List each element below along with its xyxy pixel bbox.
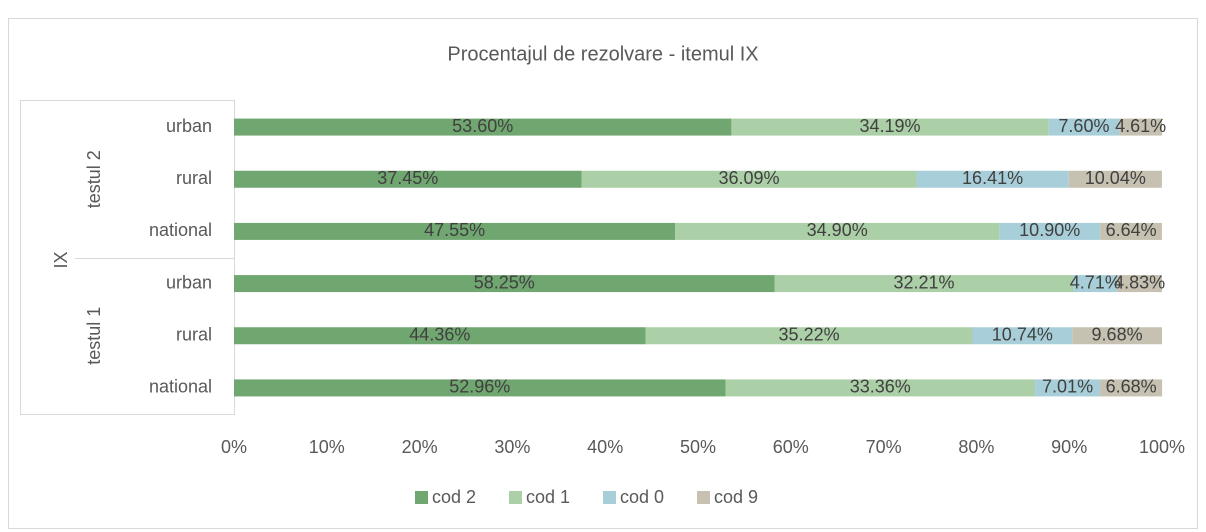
bar-segment bbox=[234, 118, 732, 136]
bar-segment bbox=[1119, 118, 1162, 136]
data-label: 35.22% bbox=[779, 325, 840, 345]
data-label: 36.09% bbox=[718, 168, 779, 188]
x-tick-label: 100% bbox=[1139, 437, 1185, 457]
data-label: 7.01% bbox=[1042, 377, 1093, 397]
data-label: 7.60% bbox=[1058, 116, 1109, 136]
data-label: 10.74% bbox=[992, 325, 1053, 345]
data-label: 9.68% bbox=[1092, 325, 1143, 345]
data-label: 4.61% bbox=[1115, 116, 1166, 136]
x-tick-label: 20% bbox=[402, 437, 438, 457]
data-label: 4.83% bbox=[1114, 272, 1165, 292]
x-tick-label: 70% bbox=[866, 437, 902, 457]
bar-segment bbox=[1072, 327, 1162, 345]
data-label: 16.41% bbox=[962, 168, 1023, 188]
bar-segment bbox=[234, 222, 676, 240]
legend-swatch bbox=[509, 491, 522, 504]
data-label: 10.04% bbox=[1085, 168, 1146, 188]
bar-segment bbox=[675, 222, 1000, 240]
bar-segment bbox=[972, 327, 1073, 345]
data-label: 32.21% bbox=[893, 272, 954, 292]
legend-swatch bbox=[603, 491, 616, 504]
data-label: 34.90% bbox=[807, 220, 868, 240]
chart-title: Procentajul de rezolvare - itemul IX bbox=[447, 43, 758, 65]
data-label: 6.68% bbox=[1106, 377, 1157, 397]
bar-segment bbox=[725, 379, 1036, 397]
x-tick-label: 90% bbox=[1051, 437, 1087, 457]
bar-segment bbox=[1048, 118, 1120, 136]
group-label: testul 1 bbox=[84, 307, 104, 365]
bar-segment bbox=[1035, 379, 1101, 397]
bar-segment bbox=[234, 327, 646, 345]
legend-label: cod 9 bbox=[714, 487, 758, 507]
data-label: 58.25% bbox=[474, 272, 535, 292]
x-tick-label: 10% bbox=[309, 437, 345, 457]
data-label: 10.90% bbox=[1019, 220, 1080, 240]
bar-segment bbox=[234, 170, 582, 188]
bar-segment bbox=[916, 170, 1069, 188]
bar-segment bbox=[999, 222, 1101, 240]
bar-segment bbox=[731, 118, 1049, 136]
bar-segment bbox=[1068, 170, 1162, 188]
bar-segment bbox=[1100, 222, 1162, 240]
legend-swatch bbox=[415, 491, 428, 504]
legend-label: cod 1 bbox=[526, 487, 570, 507]
bar-segment bbox=[1100, 379, 1163, 397]
category-axis-frame bbox=[20, 100, 235, 415]
data-label: 33.36% bbox=[850, 377, 911, 397]
data-label: 47.55% bbox=[424, 220, 485, 240]
y-tick-label: rural bbox=[176, 325, 212, 345]
bar-segment bbox=[1117, 275, 1162, 293]
y-tick-label: rural bbox=[176, 168, 212, 188]
data-label: 44.36% bbox=[409, 325, 470, 345]
x-tick-label: 40% bbox=[587, 437, 623, 457]
bar-segment bbox=[645, 327, 973, 345]
data-label: 4.71% bbox=[1070, 272, 1121, 292]
bar-segment bbox=[1073, 275, 1118, 293]
legend-swatch bbox=[697, 491, 710, 504]
legend-label: cod 2 bbox=[432, 487, 476, 507]
y-tick-label: national bbox=[149, 220, 212, 240]
y-tick-label: urban bbox=[166, 116, 212, 136]
y-tick-label: urban bbox=[166, 272, 212, 292]
x-tick-label: 30% bbox=[494, 437, 530, 457]
bar-segment bbox=[581, 170, 917, 188]
x-tick-label: 50% bbox=[680, 437, 716, 457]
chart-border bbox=[8, 18, 1198, 529]
data-label: 34.19% bbox=[860, 116, 921, 136]
legend-label: cod 0 bbox=[620, 487, 664, 507]
group-axis-label: IX bbox=[51, 251, 71, 268]
data-label: 52.96% bbox=[449, 377, 510, 397]
data-label: 37.45% bbox=[377, 168, 438, 188]
bar-segment bbox=[234, 379, 726, 397]
x-tick-label: 60% bbox=[773, 437, 809, 457]
group-label: testul 2 bbox=[84, 150, 104, 208]
x-tick-label: 80% bbox=[958, 437, 994, 457]
bar-segment bbox=[774, 275, 1074, 293]
y-tick-label: national bbox=[149, 377, 212, 397]
bar-segment bbox=[234, 275, 775, 293]
data-label: 53.60% bbox=[452, 116, 513, 136]
data-label: 6.64% bbox=[1106, 220, 1157, 240]
x-tick-label: 0% bbox=[221, 437, 247, 457]
